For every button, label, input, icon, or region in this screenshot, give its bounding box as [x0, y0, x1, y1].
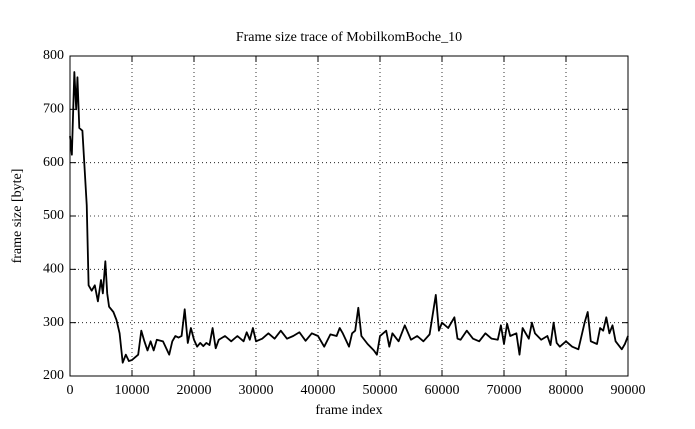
y-tick-label: 300 [43, 315, 64, 330]
x-tick-label: 60000 [425, 383, 460, 398]
y-tick-label: 700 [43, 102, 64, 117]
data-line [69, 71, 629, 364]
y-tick-label: 600 [43, 155, 64, 170]
chart-title: Frame size trace of MobilkomBoche_10 [236, 30, 462, 45]
y-tick-label: 200 [43, 368, 64, 383]
x-tick-label: 10000 [115, 383, 150, 398]
x-tick-label: 50000 [363, 383, 398, 398]
x-tick-label: 20000 [177, 383, 212, 398]
y-tick-label: 500 [43, 208, 64, 223]
y-tick-label: 400 [43, 262, 64, 277]
plot-frame [69, 55, 629, 377]
y-tick-label: 800 [43, 48, 64, 63]
x-tick-label: 30000 [239, 383, 274, 398]
x-tick-label: 70000 [487, 383, 522, 398]
x-tick-label: 0 [67, 383, 74, 398]
y-axis-label: frame size [byte] [10, 169, 25, 264]
x-tick-label: 80000 [549, 383, 584, 398]
x-tick-label: 90000 [611, 383, 646, 398]
x-tick-label: 40000 [301, 383, 336, 398]
x-axis-label: frame index [315, 403, 382, 418]
